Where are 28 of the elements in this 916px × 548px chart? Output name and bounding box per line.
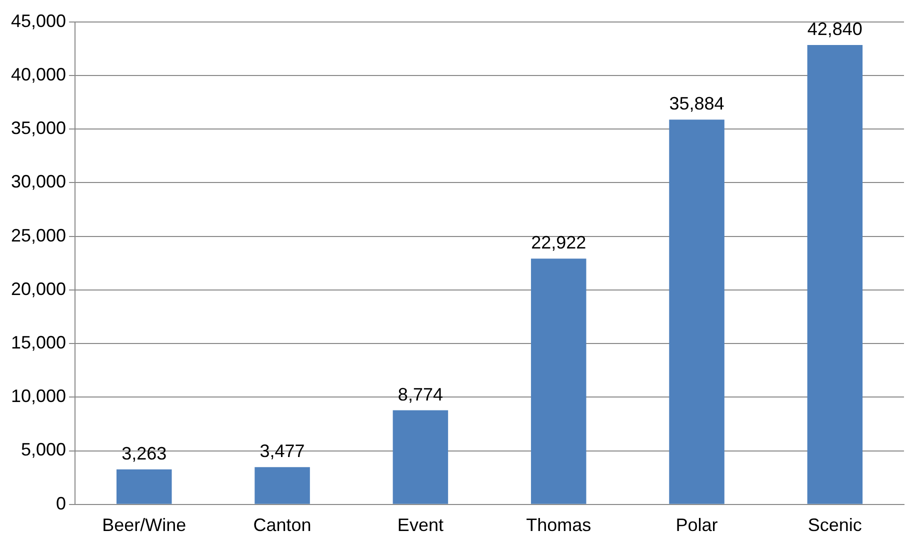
- y-tick-label: 40,000: [10, 64, 66, 84]
- y-tick-label: 5,000: [21, 440, 66, 460]
- y-tick-label: 45,000: [10, 10, 66, 31]
- y-tick-label: 30,000: [10, 172, 66, 192]
- x-tick-label: Beer/Wine: [102, 515, 186, 536]
- data-label: 35,884: [669, 94, 724, 114]
- y-tick-label: 10,000: [10, 386, 66, 406]
- x-tick-label: Thomas: [526, 515, 592, 536]
- x-tick-label: Scenic: [808, 515, 862, 536]
- bar: [530, 258, 586, 504]
- data-label: 42,840: [807, 18, 862, 39]
- bar: [254, 467, 310, 504]
- y-tick-label: 35,000: [10, 118, 66, 138]
- y-tick-label: 0: [56, 493, 66, 514]
- y-tick-label: 15,000: [10, 332, 66, 352]
- data-label: 3,263: [122, 443, 167, 464]
- data-label: 3,477: [260, 441, 305, 462]
- bar: [116, 469, 172, 504]
- x-tick-label: Polar: [676, 515, 718, 536]
- x-tick-label: Event: [397, 515, 444, 536]
- data-label: 8,774: [398, 384, 443, 404]
- x-tick-label: Canton: [253, 515, 312, 536]
- y-tick-label: 25,000: [10, 225, 66, 246]
- y-tick-label: 20,000: [10, 278, 66, 299]
- bar: [669, 120, 724, 504]
- bar: [392, 410, 448, 504]
- bar: [807, 44, 863, 504]
- data-label: 22,922: [531, 232, 586, 253]
